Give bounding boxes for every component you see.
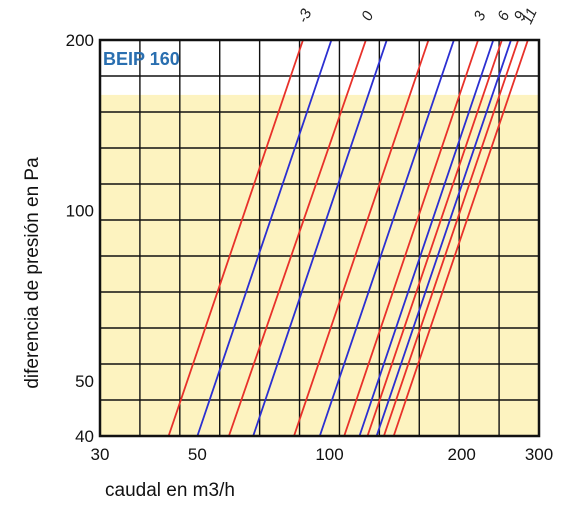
x-tick-label: 50 [188,445,207,464]
curve-blue-10 [375,39,512,437]
x-tick-label: 100 [315,445,343,464]
curve-label: 3 [471,8,490,23]
curve-blue-6 [318,39,455,437]
curve-red-9 [366,39,503,437]
y-tick-label: 100 [66,202,94,221]
y-tick-label: 50 [75,372,94,391]
curve-blue-4 [252,39,388,437]
curve-red-7 [343,39,479,437]
x-tick-label: 300 [525,445,553,464]
x-tick-label: 200 [448,445,476,464]
curve-red-11 [383,39,520,437]
curves [167,39,529,437]
x-tick-label: 30 [91,445,110,464]
curve-blue-2 [196,39,333,437]
y-tick-label: 200 [66,31,94,50]
curve-red-1 [167,39,304,437]
curve-red-5 [293,39,430,437]
curve-red-3 [228,39,367,437]
curve-label: 0 [358,8,377,23]
curve-label: -3 [294,6,315,26]
curve-red-12 [392,39,529,437]
y-tick-label: 40 [75,427,94,446]
x-axis-ticks: 30 50 100 200 300 [91,445,554,464]
plot-shaded-region [100,94,539,436]
x-axis-label: caudal en m3/h [105,480,235,501]
y-axis-label: diferencia de presión en Pa [22,157,43,389]
model-label: BEIP 160 [103,49,180,69]
curve-blue-8 [358,39,495,437]
y-axis-ticks: 40 50 100 200 [66,31,94,446]
curve-label: 11 [519,5,541,26]
plot-frame [98,38,541,438]
